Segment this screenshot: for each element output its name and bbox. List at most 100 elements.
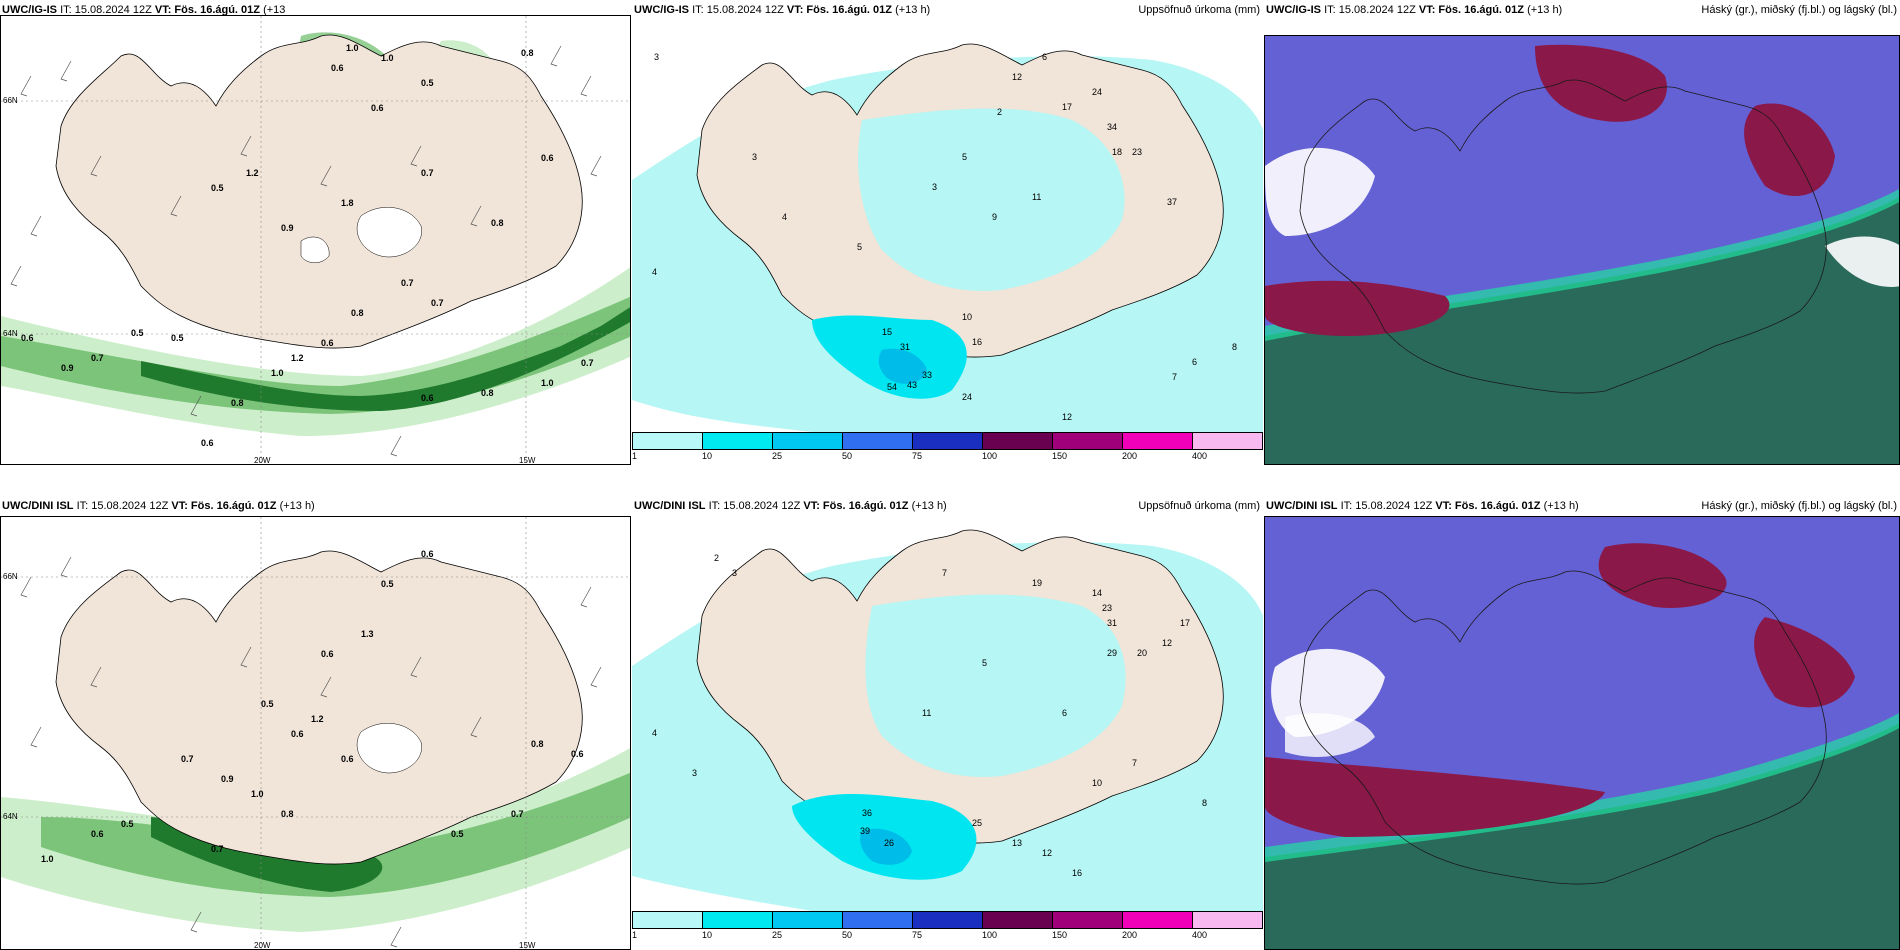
- precip-label: 25: [972, 818, 982, 828]
- green-band-south-dark: [141, 307, 630, 411]
- mid-cloud-sw: [1265, 280, 1450, 336]
- wind-value-label: 1.0: [346, 43, 359, 53]
- colorbar-label: 75: [912, 451, 923, 461]
- panel-top-middle-precip-map: UWC/IG-IS IT: 15.08.2024 12Z VT: Fös. 16…: [632, 0, 1263, 465]
- wind-value-label: 0.6: [331, 63, 344, 73]
- colorbar-cell: [983, 433, 1053, 449]
- precip-interior: [865, 594, 1126, 777]
- precip-label: 6: [1062, 708, 1067, 718]
- colorbar-cell: [843, 912, 913, 928]
- wind-value-label: 0.5: [451, 829, 464, 839]
- panel-top-left-wind-map: 1.0 1.0 0.6 0.8 0.5 0.6 1.2 0.7 0.8 0.6 1.8 0.5 0.9 0…: [0, 0, 631, 465]
- precip-label: 6: [1192, 357, 1197, 367]
- init-time: IT: 15.08.2024 12Z: [1324, 4, 1416, 16]
- colorbar-cell: [1193, 433, 1262, 449]
- iceland-land: [55, 34, 583, 349]
- precip-label: 12: [1042, 848, 1052, 858]
- precip-label: 15: [882, 327, 892, 337]
- precip-label: 3: [732, 568, 737, 578]
- precip-label: 18: [1112, 147, 1122, 157]
- white-area-sw: [632, 400, 812, 432]
- wind-value-label: 0.8: [231, 398, 244, 408]
- wind-value-label: 0.8: [351, 308, 364, 318]
- wind-value-label: 0.7: [431, 298, 444, 308]
- wind-value-label: 1.2: [311, 714, 324, 724]
- lat-label-64: 64N: [3, 329, 18, 338]
- wind-value-label: 0.6: [321, 649, 334, 659]
- wind-value-label: 0.7: [511, 809, 524, 819]
- lead-time: (+13 h): [911, 500, 947, 512]
- glacier-hole: [356, 723, 422, 774]
- iceland-land: [55, 550, 583, 865]
- wind-value-label: 0.5: [131, 328, 144, 338]
- lon-label-20: 20W: [254, 941, 271, 950]
- valid-time: VT: Fös. 16.ágú. 01Z: [803, 500, 909, 512]
- precip-label: 31: [1107, 618, 1117, 628]
- wind-value-label: 0.7: [581, 358, 594, 368]
- wind-value-label: 0.9: [221, 774, 234, 784]
- wind-value-label: 0.5: [121, 819, 134, 829]
- wind-value-label: 0.6: [421, 549, 434, 559]
- map-frame: [1264, 35, 1900, 465]
- panel-header: UWC/IG-IS IT: 15.08.2024 12Z VT: Fös. 16…: [632, 0, 1263, 20]
- colorbar-cell: [633, 912, 703, 928]
- colorbar-cell: [843, 433, 913, 449]
- precip-label: 3: [692, 768, 697, 778]
- precip-label: 34: [1107, 122, 1117, 132]
- lat-label-64: 64N: [3, 812, 18, 821]
- lead-time: (+13 h): [279, 500, 315, 512]
- white-area-sw: [632, 876, 812, 911]
- precip-map-svg: 2 3 7 19 14 23 31 29 20 12 17 36 39 26 2…: [632, 516, 1263, 911]
- precip-label: 7: [1172, 372, 1177, 382]
- precip-label: 7: [1132, 758, 1137, 768]
- wind-value-label: 0.8: [481, 388, 494, 398]
- init-time: IT: 15.08.2024 12Z: [76, 500, 169, 512]
- precip-label: 43: [907, 380, 917, 390]
- precip-label: 10: [962, 312, 972, 322]
- colorbar-cell: [703, 912, 773, 928]
- lon-label-15: 15W: [519, 456, 536, 465]
- wind-value-label: 0.5: [261, 699, 274, 709]
- map-frame: [1264, 516, 1900, 950]
- colorbar-label: 25: [772, 930, 783, 940]
- panel-header: UWC/IG-IS IT: 15.08.2024 12Z VT: Fös. 16…: [0, 0, 631, 20]
- precip-label: 10: [1092, 778, 1102, 788]
- map-title: Háský (gr.), miðský (fj.bl.) og lágský (…: [1701, 4, 1897, 16]
- precip-label: 8: [1232, 342, 1237, 352]
- colorbar-cell: [1053, 912, 1123, 928]
- precip-label: 19: [1032, 578, 1042, 588]
- precip-label: 11: [922, 708, 931, 718]
- wind-value-label: 0.7: [181, 754, 194, 764]
- colorbar-label: 200: [1122, 451, 1138, 461]
- colorbar-labels: 1 10 25 50 75 100 150 200 400: [632, 451, 1263, 463]
- precip-label: 31: [900, 342, 910, 352]
- wind-barbs: [20, 556, 602, 948]
- wind-value-label: 0.8: [521, 48, 534, 58]
- mid-cloud-sw: [1265, 757, 1605, 837]
- wind-value-label: 0.7: [421, 168, 434, 178]
- wind-value-label: 0.6: [341, 754, 354, 764]
- init-time: IT: 15.08.2024 12Z: [708, 500, 801, 512]
- colorbar-label: 400: [1192, 451, 1208, 461]
- wind-value-label: 0.6: [21, 333, 34, 343]
- precip-interior: [858, 108, 1125, 291]
- mid-cloud-e: [1754, 617, 1855, 708]
- valid-time: VT: Fös. 16.ágú. 01Z: [154, 4, 260, 16]
- precip-label: 17: [1180, 618, 1190, 628]
- precip-colorbar: [632, 432, 1263, 450]
- colorbar-cell: [983, 912, 1053, 928]
- lead-time: (+13 h): [1527, 4, 1563, 16]
- mid-cloud-n: [1535, 44, 1667, 122]
- precip-label: 26: [884, 838, 894, 848]
- wind-value-label: 1.3: [361, 629, 374, 639]
- precip-label: 16: [1072, 868, 1082, 878]
- model-name: UWC/DINI ISL: [1266, 500, 1338, 512]
- precip-core-south: [860, 828, 912, 865]
- wind-value-label: 1.0: [381, 53, 394, 63]
- map-frame: 3 12 17 24 34 18 23 37 9 11 15 31 54 43 …: [632, 20, 1263, 432]
- init-time: IT: 15.08.2024 12Z: [692, 4, 784, 16]
- wind-value-label: 1.0: [41, 854, 54, 864]
- wind-map-svg: 0.6 0.5 1.3 0.6 1.2 0.6 0.5 0.7 0.9 1.0 0.8 0.6 0.7 0…: [1, 517, 630, 949]
- colorbar-cell: [1123, 912, 1193, 928]
- precip-label: 3: [752, 152, 757, 162]
